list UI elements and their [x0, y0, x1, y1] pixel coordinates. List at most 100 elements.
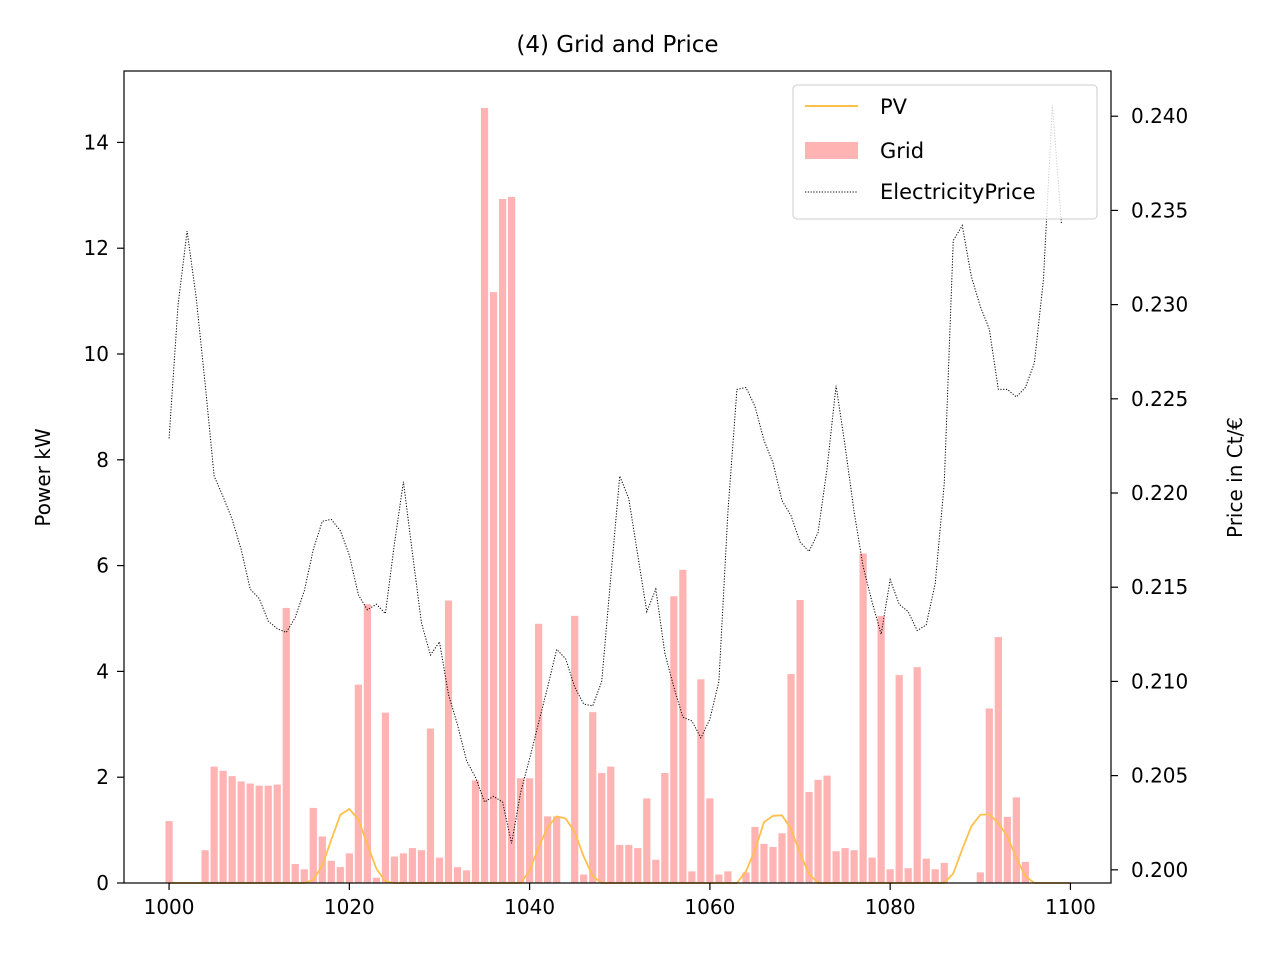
- chart-title: (4) Grid and Price: [516, 32, 718, 58]
- grid-bar: [715, 874, 723, 883]
- grid-bar: [940, 862, 948, 883]
- y2-tick-label: 0.215: [1131, 575, 1188, 599]
- plot-frame: [123, 70, 1112, 884]
- grid-bar: [670, 596, 678, 883]
- grid-bar: [345, 853, 353, 883]
- grid-bar: [976, 872, 984, 883]
- y2-tick-label: 0.230: [1131, 293, 1188, 317]
- y-tick-label: 4: [96, 659, 109, 683]
- grid-bar: [877, 615, 885, 883]
- grid-bar: [507, 196, 516, 884]
- x-tick-label: 1040: [504, 895, 555, 919]
- grid-bar: [327, 860, 335, 883]
- y2-axis-label: Price in Ct/€: [1223, 417, 1247, 538]
- y-tick-label: 0: [96, 871, 109, 895]
- grid-bar: [228, 776, 236, 883]
- grid-bar: [1012, 797, 1020, 883]
- grid-bar: [598, 772, 606, 883]
- grid-bar: [354, 684, 362, 883]
- grid-bar: [165, 821, 173, 883]
- grid-bar: [498, 199, 507, 884]
- grid-bar: [724, 871, 732, 883]
- grid-bar: [1021, 861, 1029, 883]
- y2-tick-label: 0.225: [1131, 387, 1188, 411]
- y-axis-left: 0 2 4 6 8 10 12 14: [84, 130, 124, 895]
- y-tick-label: 6: [96, 554, 109, 578]
- grid-bar: [661, 772, 669, 883]
- x-axis: 1000 1020 1040 1060 1080 1100: [144, 883, 1096, 919]
- grid-bar: [237, 781, 245, 883]
- grid-bar: [264, 785, 272, 883]
- grid-bar: [634, 848, 642, 883]
- x-tick-label: 1100: [1045, 895, 1096, 919]
- grid-bar: [444, 600, 453, 883]
- grid-bar: [841, 848, 849, 883]
- grid-bar: [589, 712, 597, 883]
- grid-bar: [625, 844, 633, 883]
- grid-bar: [922, 858, 930, 883]
- grid-bars: [165, 108, 1029, 884]
- x-tick-label: 1080: [865, 895, 916, 919]
- legend-grid-swatch: [805, 142, 858, 159]
- grid-bar: [832, 851, 840, 883]
- grid-bar: [796, 599, 804, 883]
- grid-bar: [706, 798, 714, 883]
- grid-bar: [462, 870, 471, 883]
- grid-bar: [571, 615, 579, 883]
- grid-bar: [580, 874, 588, 883]
- grid-bar: [201, 850, 209, 883]
- grid-bar: [553, 816, 561, 883]
- grid-bar: [435, 857, 444, 883]
- grid-bar: [318, 836, 326, 883]
- grid-bar: [417, 850, 426, 883]
- y-tick-label: 14: [84, 130, 109, 154]
- grid-bar: [895, 675, 903, 883]
- grid-bar: [408, 848, 417, 883]
- grid-bar: [760, 843, 768, 883]
- grid-bar: [390, 856, 399, 883]
- y2-tick-label: 0.235: [1131, 198, 1188, 222]
- grid-bar: [526, 778, 534, 883]
- grid-bar: [823, 775, 831, 883]
- grid-bar: [381, 712, 390, 883]
- grid-bar: [886, 869, 894, 883]
- y-tick-label: 2: [96, 765, 109, 789]
- grid-bar: [399, 853, 408, 883]
- grid-bar: [480, 108, 489, 884]
- grid-bar: [697, 679, 705, 883]
- grid-bar: [219, 770, 227, 883]
- grid-bar: [616, 844, 624, 883]
- y2-tick-label: 0.220: [1131, 481, 1188, 505]
- y2-tick-label: 0.200: [1131, 858, 1188, 882]
- y-axis-right: 0.200 0.205 0.210 0.215 0.220 0.225 0.230 0.235…: [1111, 104, 1188, 882]
- grid-bar: [489, 292, 498, 883]
- grid-bar: [471, 780, 480, 883]
- grid-bar: [426, 728, 435, 883]
- grid-bar: [859, 553, 867, 883]
- grid-bar: [868, 857, 876, 883]
- x-tick-label: 1000: [144, 895, 195, 919]
- grid-bar: [805, 792, 813, 883]
- y-tick-label: 10: [84, 342, 109, 366]
- y-tick-label: 12: [84, 236, 109, 260]
- grid-bar: [742, 872, 750, 883]
- grid-bar: [336, 867, 344, 883]
- y2-tick-label: 0.205: [1131, 764, 1188, 788]
- grid-bar: [363, 604, 371, 883]
- grid-bar: [535, 623, 543, 883]
- legend-pv-label: PV: [880, 95, 908, 119]
- grid-bar: [1003, 816, 1011, 883]
- grid-bar: [787, 674, 795, 883]
- grid-bar: [607, 766, 615, 883]
- legend: PV Grid ElectricityPrice: [792, 84, 1098, 220]
- grid-bar: [931, 869, 939, 883]
- legend-price-label: ElectricityPrice: [880, 180, 1036, 204]
- grid-bar: [246, 783, 254, 883]
- grid-bar: [751, 826, 759, 883]
- grid-bar: [255, 785, 263, 883]
- grid-bar: [273, 784, 281, 883]
- grid-bar: [679, 569, 687, 883]
- x-tick-label: 1020: [324, 895, 375, 919]
- grid-bar: [814, 779, 822, 883]
